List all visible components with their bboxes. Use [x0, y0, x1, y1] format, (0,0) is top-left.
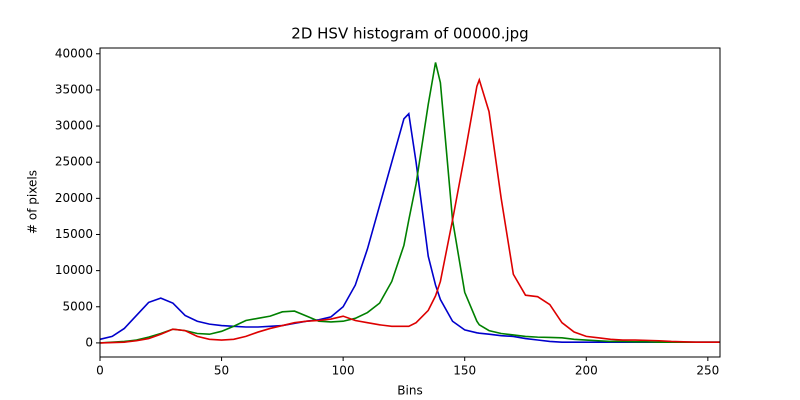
series-line [99, 77, 720, 344]
y-tick-label: 25000 [55, 155, 93, 169]
series-line [99, 112, 720, 343]
x-tick-label: 200 [575, 364, 598, 378]
y-tick-label: 30000 [55, 119, 93, 133]
x-tick-label: 250 [696, 364, 719, 378]
y-axis-label: # of pixels [26, 170, 40, 234]
y-tick-label: 5000 [62, 299, 93, 313]
y-tick-label: 10000 [55, 263, 93, 277]
x-tick-label: 150 [453, 364, 476, 378]
x-axis-label: Bins [397, 384, 422, 398]
series-line [99, 62, 720, 344]
x-tick-label: 0 [96, 364, 104, 378]
x-tick-label: 50 [214, 364, 229, 378]
y-tick-label: 20000 [55, 191, 93, 205]
plot-frame [99, 47, 721, 358]
y-tick-label: 35000 [55, 82, 93, 96]
chart-title: 2D HSV histogram of 00000.jpg [291, 25, 528, 43]
y-tick-label: 0 [85, 335, 93, 349]
x-tick-label: 100 [332, 364, 355, 378]
y-tick-label: 15000 [55, 227, 93, 241]
y-tick-label: 40000 [55, 46, 93, 60]
